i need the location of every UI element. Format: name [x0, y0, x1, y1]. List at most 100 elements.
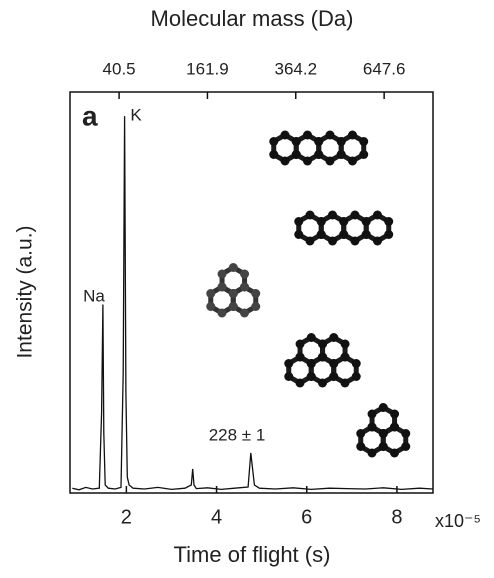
atom [306, 372, 316, 381]
atom [305, 236, 315, 246]
atom [359, 150, 369, 159]
atom [367, 409, 377, 419]
atom [325, 130, 335, 140]
atom [378, 429, 388, 438]
molecule [356, 403, 411, 458]
atom [401, 442, 411, 451]
atom [305, 210, 315, 220]
annotation: 228 ± 1 [209, 425, 266, 444]
atom [361, 230, 371, 239]
atom [284, 359, 294, 368]
atom [367, 422, 377, 432]
atom [240, 269, 250, 279]
x2-tick-label: 40.5 [103, 59, 136, 78]
atom [206, 289, 216, 298]
atom [317, 378, 327, 388]
atom [217, 308, 227, 318]
atom [361, 217, 371, 226]
annotation: K [130, 105, 142, 124]
atom [318, 352, 328, 362]
atom [329, 359, 339, 368]
atom [327, 210, 337, 220]
atom [340, 378, 350, 388]
atom [325, 156, 335, 166]
x-tick-label: 4 [211, 506, 222, 528]
atom [316, 230, 326, 239]
atom [318, 339, 328, 349]
atom [269, 137, 279, 146]
atom [251, 302, 261, 311]
atom [336, 137, 346, 146]
atom [327, 236, 337, 246]
atom [378, 403, 388, 412]
atom [384, 230, 394, 239]
atom [336, 150, 346, 159]
panel-label: a [82, 100, 98, 131]
atom [350, 236, 360, 246]
molecule [294, 210, 394, 246]
top-axis-title: Molecular mass (Da) [151, 6, 354, 31]
atom [347, 130, 357, 140]
atom [347, 156, 357, 166]
atom [280, 156, 290, 166]
atom [217, 269, 227, 279]
atom [291, 137, 301, 146]
atom [401, 429, 411, 438]
atom [206, 302, 216, 311]
x2-tick-label: 647.6 [363, 59, 406, 78]
atom [294, 217, 304, 226]
x2-tick-label: 364.2 [274, 59, 317, 78]
atom [239, 308, 249, 318]
atom [340, 339, 350, 349]
x-tick-label: 2 [121, 506, 132, 528]
atom [316, 217, 326, 226]
atom [390, 409, 400, 419]
atom [240, 282, 250, 292]
atom [329, 333, 339, 342]
x-tick-label: 6 [301, 506, 312, 528]
atom [351, 372, 361, 381]
atom [269, 150, 279, 159]
atom [359, 137, 369, 146]
atom [295, 352, 305, 362]
atom [314, 137, 324, 146]
molecule [269, 130, 369, 166]
atom [291, 150, 301, 159]
atom [217, 282, 227, 292]
atom [339, 217, 349, 226]
atom [251, 289, 261, 298]
atom [228, 302, 238, 311]
atom [329, 372, 339, 381]
spectrum-line [72, 116, 434, 491]
atom [350, 210, 360, 220]
x-tick-label: 8 [391, 506, 402, 528]
atom [306, 359, 316, 368]
atom [314, 150, 324, 159]
atom [295, 378, 305, 388]
atom [302, 130, 312, 140]
atom [228, 263, 238, 272]
atom [295, 339, 305, 349]
atom [372, 236, 382, 246]
x2-tick-label: 161.9 [186, 59, 229, 78]
atom [280, 130, 290, 140]
atom [356, 442, 366, 451]
annotation: Na [83, 286, 105, 305]
atom [378, 442, 388, 451]
atom [384, 217, 394, 226]
atom [390, 422, 400, 432]
atom [389, 448, 399, 458]
plot-frame [69, 91, 434, 494]
atom [302, 156, 312, 166]
atom [284, 372, 294, 381]
atom [367, 448, 377, 458]
molecule [284, 333, 361, 388]
x-axis-title: Time of flight (s) [174, 542, 331, 567]
y-axis-title: Intensity (a.u.) [14, 225, 37, 358]
atom [372, 210, 382, 220]
atom [306, 333, 316, 342]
x-multiplier: x10⁻⁵ [435, 511, 481, 531]
atom [339, 230, 349, 239]
atom [340, 352, 350, 362]
